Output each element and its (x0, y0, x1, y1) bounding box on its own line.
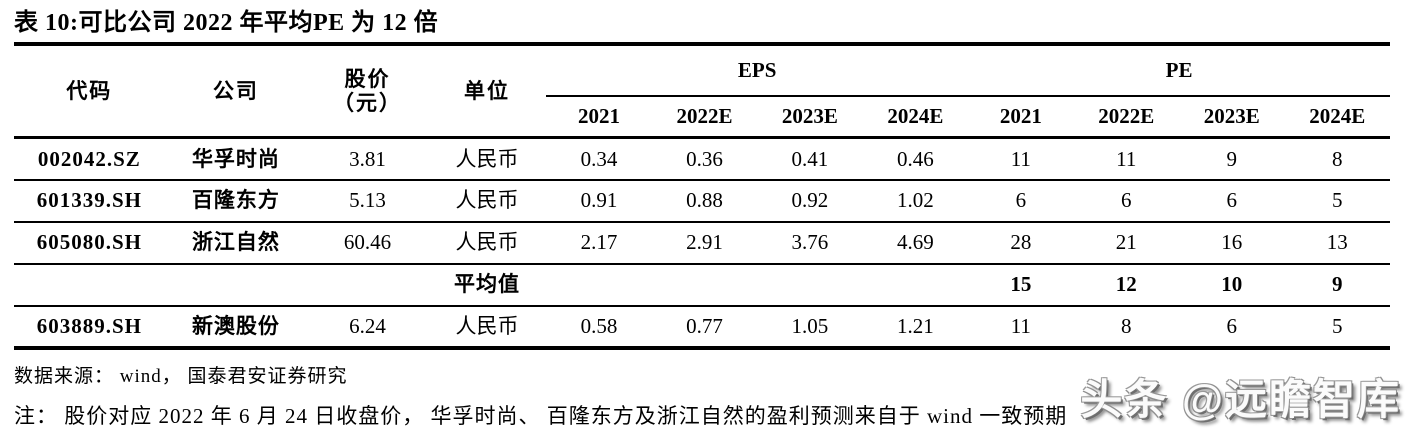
company-name (165, 264, 308, 306)
company-name: 浙江自然 (191, 230, 280, 255)
eps-2023e: 0.92 (791, 188, 829, 213)
pe-2024e: 8 (1331, 146, 1343, 171)
table-row-bailong: 601339.SH 百隆东方 5.13 人民币 0.91 0.88 0.92 1… (14, 180, 1390, 222)
stock-price: 6.24 (349, 313, 386, 338)
table-header: 代码 公司 股价 （元） 单位 EPS PE 2021 2022E 2023E … (14, 44, 1390, 138)
pe-2023e: 16 (1221, 230, 1243, 255)
pe-2021: 6 (1015, 188, 1027, 213)
pe-2022e: 6 (1121, 188, 1132, 213)
pe-year-2023e: 2023E (1203, 104, 1260, 129)
eps-2024e: 1.02 (896, 188, 934, 213)
table-row-average: 平均值 15 12 10 9 (14, 264, 1390, 306)
stock-price: 3.81 (349, 146, 386, 171)
company-name: 华孚时尚 (191, 146, 280, 171)
stock-code: 601339.SH (36, 188, 142, 213)
eps-2024e: 0.46 (896, 146, 934, 171)
stock-code: 603889.SH (36, 313, 142, 338)
data-source-line: 数据来源： wind， 国泰君安证券研究 (14, 365, 348, 387)
currency-unit: 人民币 (455, 146, 519, 171)
pe-2024e: 9 (1331, 272, 1343, 297)
watermark-toutiao-yuanzhan: 头条 @远瞻智库 (1080, 376, 1401, 423)
pe-2022e: 12 (1115, 272, 1137, 297)
eps-2022e: 0.88 (686, 188, 723, 213)
pe-2024e: 13 (1326, 230, 1348, 255)
price-header-line2: （元） (333, 91, 402, 115)
currency-unit: 人民币 (455, 230, 519, 255)
company-name: 百隆东方 (191, 188, 280, 213)
eps-year-2021: 2021 (577, 104, 620, 129)
table-title: 表 10:可比公司 2022 年平均PE 为 12 倍 (14, 10, 439, 36)
eps-2023e: 3.76 (791, 230, 829, 255)
pe-2022e: 11 (1116, 146, 1137, 171)
eps-2021: 0.34 (580, 146, 618, 171)
stock-code: 605080.SH (36, 230, 142, 255)
pe-2022e: 8 (1121, 313, 1132, 338)
stock-price: 60.46 (343, 230, 392, 255)
eps-2023e: 0.41 (791, 146, 829, 171)
eps-2023e (757, 264, 862, 306)
eps-2024e: 1.21 (896, 313, 934, 338)
eps-year-2024e: 2024E (887, 104, 944, 129)
pe-2024e: 5 (1331, 188, 1343, 213)
eps-2022e: 0.36 (686, 146, 723, 171)
eps-2021: 0.58 (580, 313, 618, 338)
eps-year-2022e: 2022E (676, 104, 733, 129)
pe-2023e: 6 (1226, 313, 1237, 338)
pe-2021: 28 (1010, 230, 1032, 255)
company-name: 新澳股份 (191, 313, 280, 338)
table-body: 002042.SZ 华孚时尚 3.81 人民币 0.34 0.36 0.41 0… (14, 138, 1390, 348)
price-header-line1: 股价 (344, 66, 391, 91)
column-header-price: 股价 （元） (307, 44, 428, 138)
currency-unit: 人民币 (455, 188, 519, 213)
pe-2023e: 10 (1221, 272, 1243, 297)
eps-2024e (863, 264, 968, 306)
pe-2021: 15 (1010, 272, 1032, 297)
average-label: 平均值 (454, 272, 521, 297)
eps-2024e: 4.69 (896, 230, 934, 255)
eps-2023e: 1.05 (791, 313, 829, 338)
column-group-eps: EPS (546, 44, 969, 97)
column-header-code: 代码 (66, 78, 113, 103)
pe-2022e: 21 (1115, 230, 1137, 255)
pe-year-2024e: 2024E (1309, 104, 1366, 129)
eps-2021 (546, 264, 651, 306)
eps-2022e: 2.91 (686, 230, 723, 255)
stock-code: 002042.SZ (37, 146, 141, 171)
stock-code (14, 264, 165, 306)
pe-2021: 11 (1010, 146, 1031, 171)
pe-2021: 11 (1010, 313, 1031, 338)
comparable-companies-table: 代码 公司 股价 （元） 单位 EPS PE 2021 2022E 2023E … (14, 42, 1390, 350)
pe-year-2022e: 2022E (1098, 104, 1155, 129)
note-line: 注： 股价对应 2022 年 6 月 24 日收盘价， 华孚时尚、 百隆东方及浙… (14, 403, 1068, 428)
column-header-company: 公司 (212, 78, 259, 103)
column-header-unit: 单位 (464, 78, 511, 103)
pe-2024e: 5 (1331, 313, 1343, 338)
currency-unit: 人民币 (455, 313, 519, 338)
eps-2022e (652, 264, 757, 306)
eps-2021: 2.17 (580, 230, 618, 255)
table-row-huafu: 002042.SZ 华孚时尚 3.81 人民币 0.34 0.36 0.41 0… (14, 138, 1390, 180)
eps-year-2023e: 2023E (781, 104, 838, 129)
pe-year-2021: 2021 (999, 104, 1042, 129)
table-row-xinao: 603889.SH 新澳股份 6.24 人民币 0.58 0.77 1.05 1… (14, 306, 1390, 348)
stock-price: 5.13 (349, 188, 386, 213)
pe-2023e: 9 (1226, 146, 1237, 171)
column-group-pe: PE (968, 44, 1390, 97)
table-row-zhejiang: 605080.SH 浙江自然 60.46 人民币 2.17 2.91 3.76 … (14, 222, 1390, 264)
eps-2021: 0.91 (580, 188, 618, 213)
stock-price (307, 264, 428, 306)
pe-2023e: 6 (1226, 188, 1237, 213)
eps-2022e: 0.77 (686, 313, 723, 338)
